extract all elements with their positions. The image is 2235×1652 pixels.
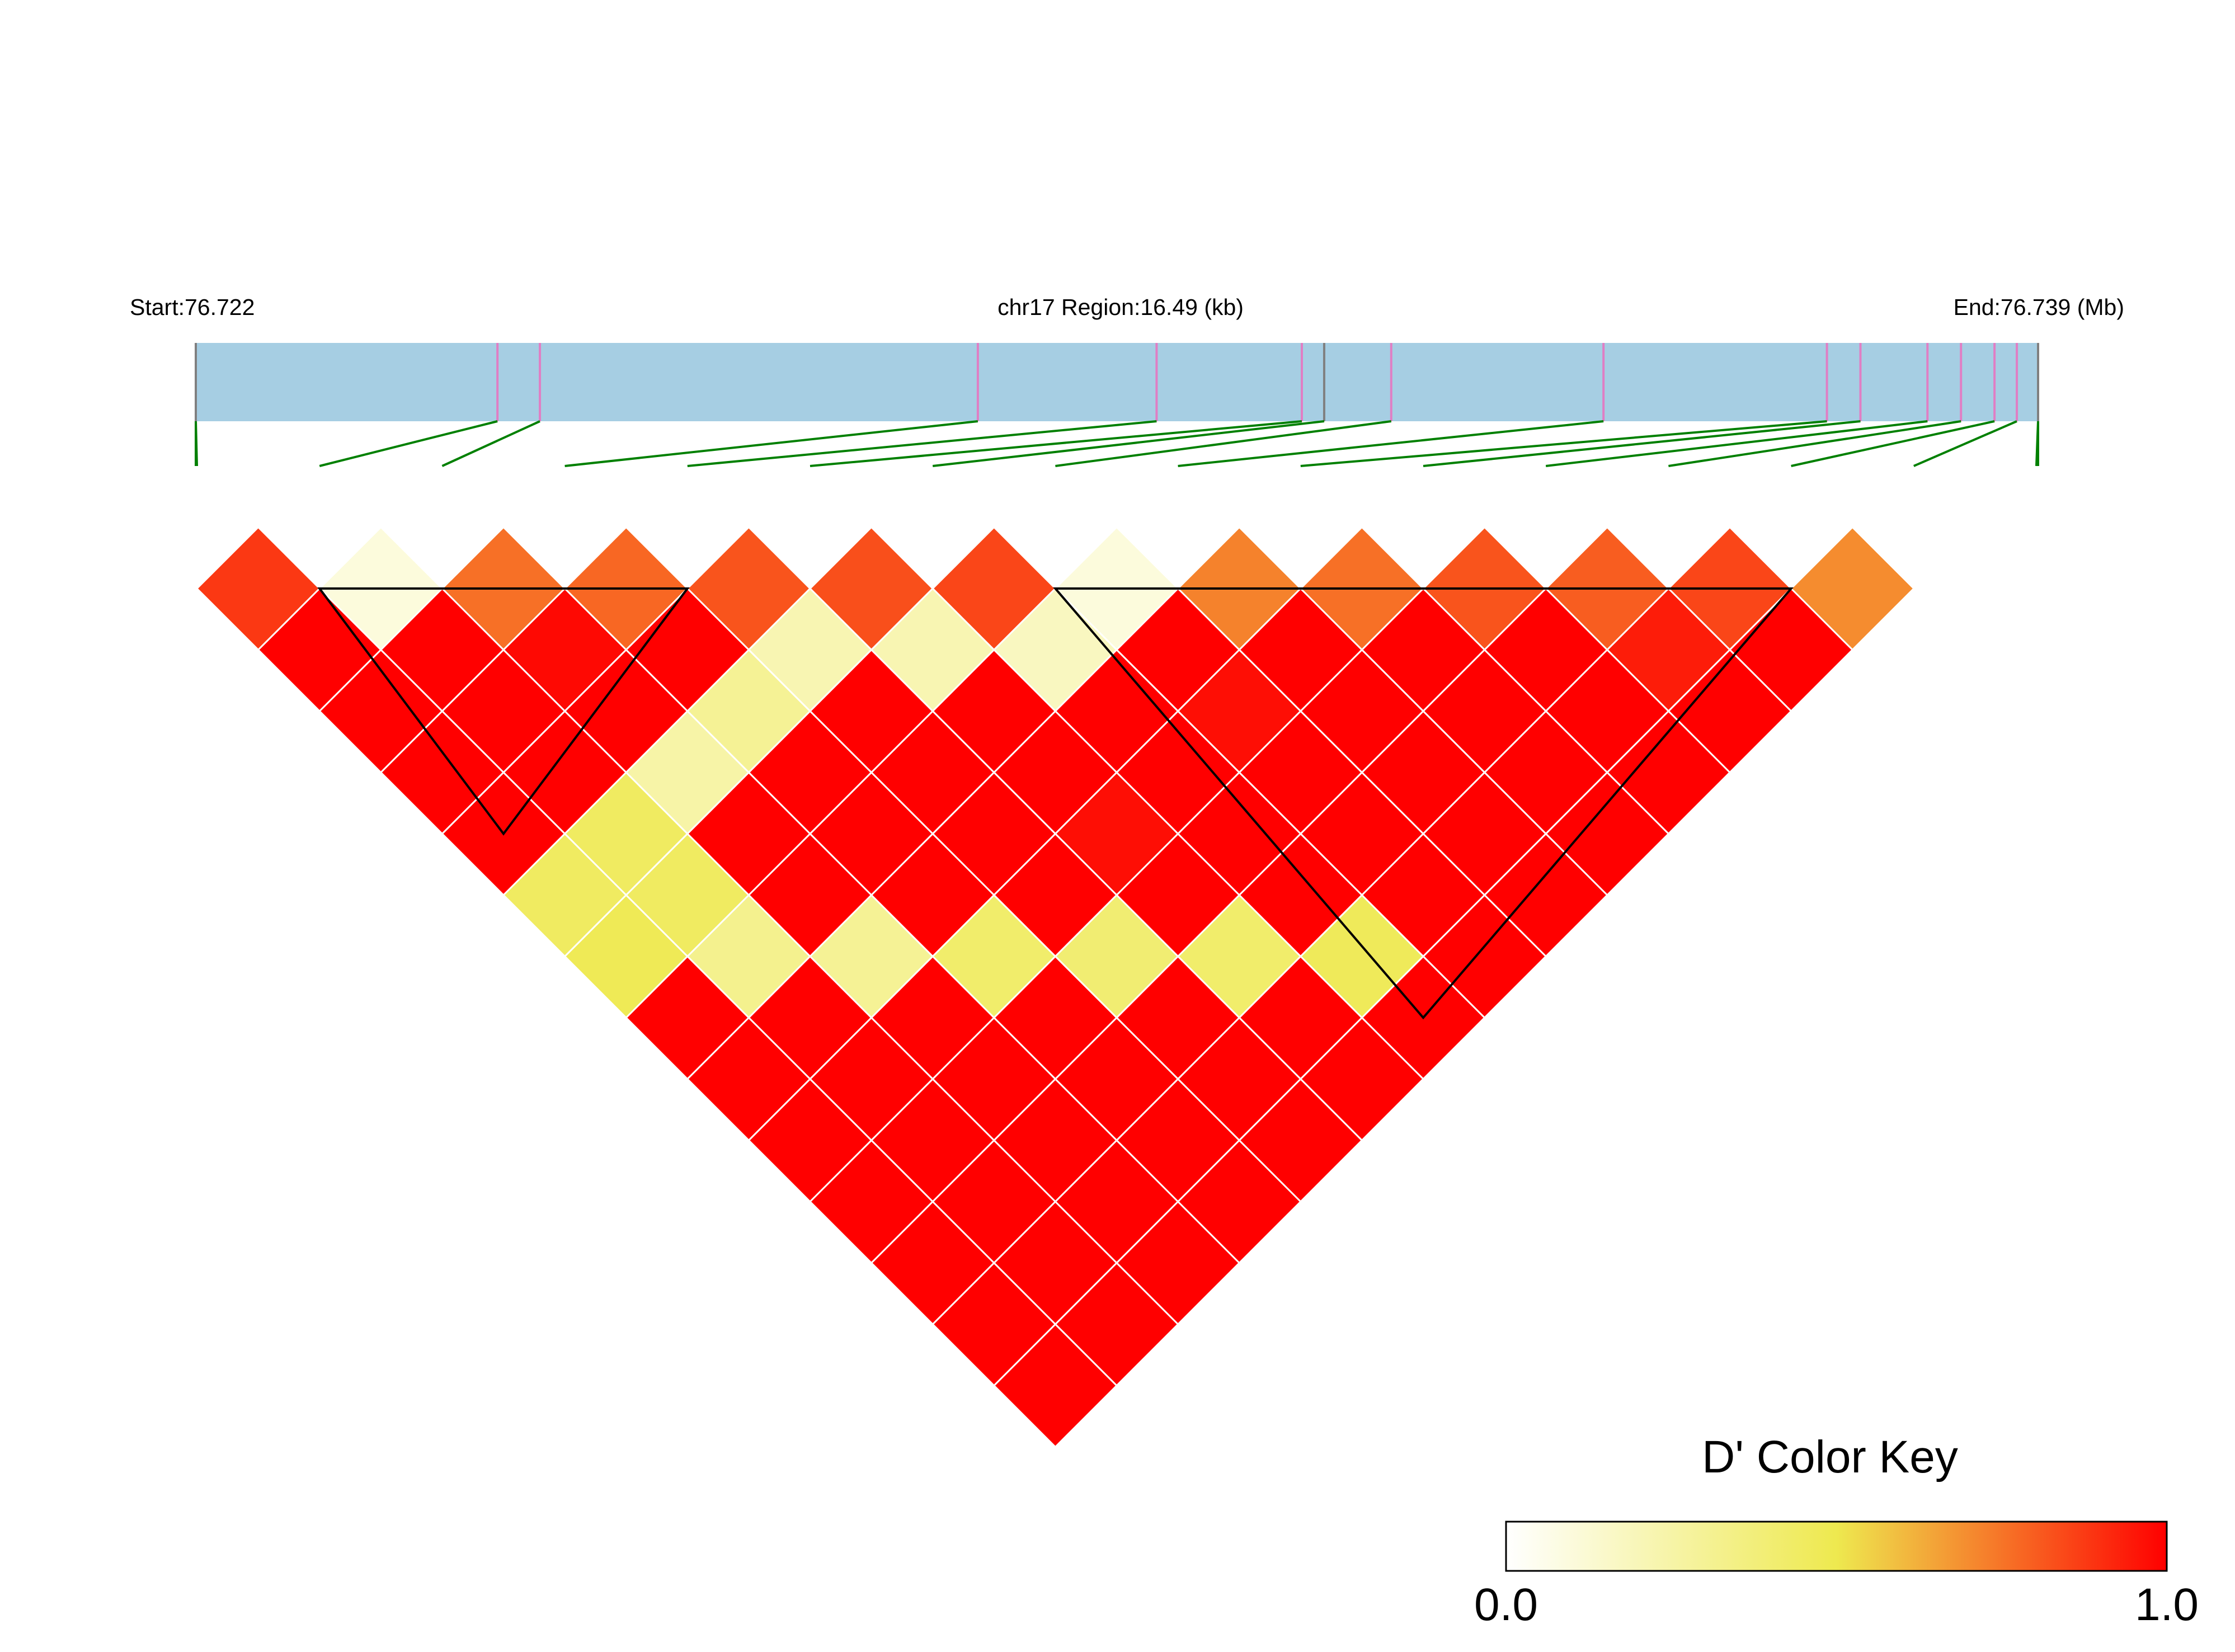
- snp-connector: [1791, 420, 1995, 467]
- snp-connector: [319, 420, 498, 467]
- haplotype-blocks: [317, 587, 1794, 1020]
- snp-connector: [1178, 420, 1604, 467]
- block-outline: [1053, 587, 1794, 1020]
- ld-cell: [992, 1323, 1118, 1448]
- snp-connector: [687, 420, 1157, 467]
- snp-connector: [810, 420, 1302, 467]
- color-key-gradient: [1505, 1521, 2168, 1572]
- snp-connector: [1423, 420, 1861, 467]
- region-start-label: Start:76.722: [130, 294, 255, 320]
- region-end-label: End:76.739 (Mb): [1954, 294, 2124, 320]
- snp-connector: [1668, 420, 1961, 467]
- snp-connector: [1545, 420, 1928, 467]
- color-key-max-label: 1.0: [2135, 1579, 2199, 1630]
- dprime-heatmap: [195, 526, 1915, 1448]
- snp-connector: [441, 420, 540, 467]
- color-key-min-label: 0.0: [1474, 1579, 1538, 1630]
- snp-markers: [195, 343, 2039, 421]
- region-bar: [196, 343, 2038, 421]
- snp-connector: [1300, 420, 1827, 467]
- color-key: D' Color Key 0.0 1.0: [1474, 1432, 2199, 1630]
- snp-connector: [1055, 420, 1392, 467]
- snp-connector: [1913, 420, 2017, 467]
- snp-connectors: [195, 420, 2039, 467]
- snp-connector: [564, 420, 978, 467]
- snp-connector: [932, 420, 1325, 467]
- region-title-label: chr17 Region:16.49 (kb): [997, 294, 1244, 320]
- color-key-title: D' Color Key: [1702, 1432, 1958, 1482]
- block-outline: [317, 587, 690, 836]
